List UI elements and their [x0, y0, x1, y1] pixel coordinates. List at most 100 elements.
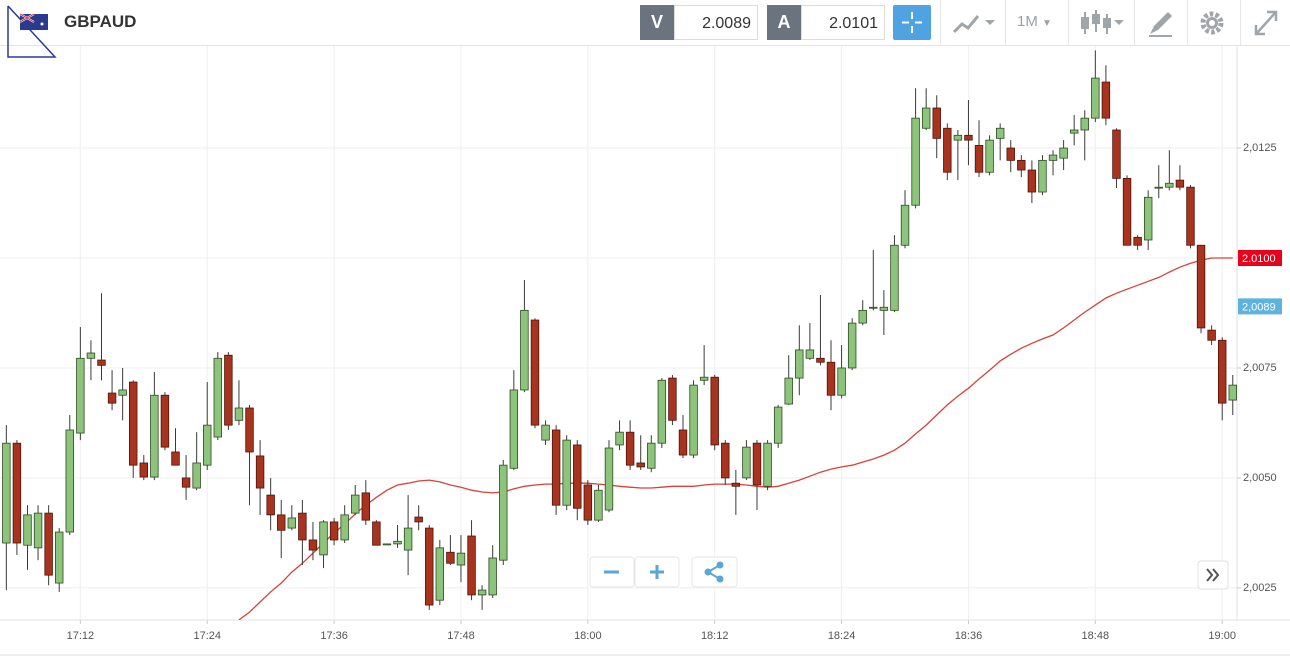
- bid-price[interactable]: 2.0089: [674, 5, 758, 40]
- candle-body-up: [287, 517, 297, 529]
- x-tick-label: 18:36: [955, 630, 983, 642]
- candle-body-down: [625, 431, 635, 466]
- separator: [1005, 0, 1006, 46]
- candle-body-down: [1175, 179, 1185, 188]
- candle-body-up: [837, 367, 846, 396]
- candle-body-up: [234, 407, 244, 421]
- candle-body-up: [615, 431, 624, 446]
- candle-body-down: [1217, 339, 1227, 404]
- candle-body-down: [943, 127, 952, 173]
- zoom-in-button[interactable]: [634, 556, 680, 588]
- candle-body-down: [826, 361, 836, 396]
- price-tag-label: 2.0100: [1242, 253, 1276, 265]
- candle-body-up: [456, 552, 466, 566]
- candle-body-up: [869, 306, 878, 309]
- candle-body-up: [795, 349, 804, 379]
- candle-body-down: [181, 477, 191, 488]
- y-tick-label: 2,0075: [1243, 362, 1277, 374]
- candle-body-down: [1207, 329, 1216, 341]
- candle-body-up: [985, 139, 994, 173]
- candle-body-up: [763, 442, 772, 487]
- candle-body-up: [995, 127, 1005, 139]
- candle-body-up: [520, 309, 529, 391]
- candle-body-down: [329, 521, 339, 541]
- candle-body-up: [953, 134, 963, 141]
- candle-body-up: [435, 547, 445, 601]
- candle-body-up: [1165, 182, 1174, 188]
- separator: [1187, 0, 1188, 46]
- logo: [7, 5, 57, 58]
- candle-body-up: [86, 352, 96, 359]
- symbol: GBPAUD: [64, 12, 137, 31]
- candle-body-up: [562, 439, 571, 506]
- candle-body-up: [150, 394, 159, 478]
- candle-body-up: [1059, 147, 1068, 159]
- candle-body-down: [12, 442, 22, 544]
- zoom-out-button[interactable]: [589, 556, 635, 588]
- candle-body-up: [23, 514, 32, 546]
- candle-body-down: [1196, 244, 1206, 329]
- ask-price[interactable]: 2.0101: [801, 5, 885, 40]
- candle-body-up: [1038, 159, 1047, 193]
- candle-body-up: [858, 309, 867, 324]
- timeframe-button[interactable]: 1M ▼: [1017, 13, 1052, 30]
- separator: [940, 0, 941, 46]
- candle-body-down: [1027, 169, 1037, 193]
- candle-body-down: [467, 535, 476, 596]
- candle-body-up: [594, 489, 603, 521]
- x-tick-label: 17:48: [447, 630, 475, 642]
- candle-body-up: [213, 357, 223, 438]
- candle-body-up: [1080, 117, 1089, 131]
- candle-body-down: [964, 134, 973, 141]
- candle-body-up: [477, 589, 487, 596]
- bid-label[interactable]: V: [640, 5, 674, 40]
- candle-body-up: [509, 389, 519, 469]
- candle-body-down: [530, 319, 540, 426]
- candle-body-down: [425, 527, 434, 606]
- candle-body-up: [488, 557, 497, 596]
- separator: [1240, 0, 1241, 46]
- candle-body-down: [129, 381, 138, 466]
- candle-body-up: [351, 494, 360, 514]
- candle-body-down: [551, 429, 561, 506]
- candle-body-up: [340, 514, 349, 541]
- candle-body-down: [816, 357, 825, 363]
- candle-body-down: [361, 492, 371, 521]
- candle-body-down: [107, 392, 117, 404]
- candle-body-up: [403, 527, 413, 551]
- candle-body-up: [900, 204, 910, 246]
- candle-body-up: [773, 406, 783, 444]
- candle-body-up: [1143, 196, 1153, 241]
- price-tag-label: 2,0089: [1242, 301, 1276, 313]
- candle-body-up: [784, 377, 793, 405]
- candle-body-up: [911, 117, 920, 206]
- candle-body-down: [308, 539, 318, 551]
- x-tick-label: 17:12: [67, 630, 95, 642]
- candle-body-up: [689, 384, 698, 456]
- ask-label[interactable]: A: [767, 5, 801, 40]
- candle-body-down: [139, 462, 148, 478]
- settings-button[interactable]: [1198, 0, 1228, 46]
- candle-body-up: [890, 244, 899, 311]
- candle-style-button[interactable]: [1078, 0, 1128, 46]
- candle-body-up: [76, 357, 85, 434]
- timeframe[interactable]: 1M: [1017, 13, 1038, 30]
- candle-body-up: [2, 442, 11, 544]
- crosshair-button[interactable]: [893, 5, 931, 40]
- scroll-end-button[interactable]: [1197, 560, 1229, 590]
- x-tick-label: 18:00: [574, 630, 602, 642]
- candle-body-up: [742, 446, 751, 479]
- y-tick-label: 2,0025: [1243, 582, 1277, 594]
- chart-type-button[interactable]: [950, 0, 1000, 46]
- fullscreen-button[interactable]: [1252, 0, 1282, 46]
- separator: [1134, 0, 1135, 46]
- y-tick-label: 2,0125: [1243, 142, 1277, 154]
- draw-button[interactable]: [1146, 0, 1176, 46]
- candle-body-up: [33, 512, 43, 549]
- candle-body-up: [55, 531, 64, 584]
- candle-body-down: [932, 107, 941, 139]
- share-button[interactable]: [691, 556, 738, 588]
- candle-body-down: [414, 516, 423, 523]
- candle-body-down: [1006, 147, 1015, 161]
- candle-body-down: [583, 484, 593, 521]
